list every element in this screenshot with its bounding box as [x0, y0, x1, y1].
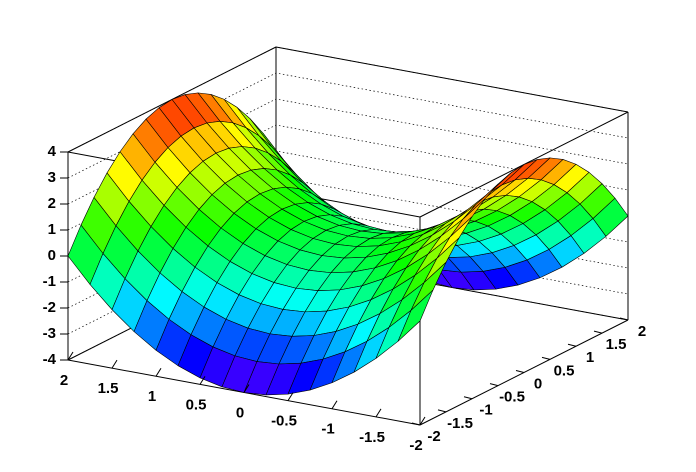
x-tick-label: 2	[60, 372, 68, 389]
x-tick	[375, 408, 382, 418]
z-tick-label: 1	[48, 221, 56, 238]
y-tick-label: -2	[427, 428, 440, 445]
x-tick	[243, 384, 250, 393]
x-tick-label: -0.5	[271, 413, 297, 430]
x-tick-label: -1	[321, 421, 334, 438]
z-tick-label: -4	[43, 351, 57, 368]
z-tick-label: 2	[48, 195, 56, 212]
surface-cell	[397, 289, 434, 342]
z-tick-label: -3	[43, 325, 56, 342]
x-tick	[287, 392, 294, 401]
x-tick	[199, 376, 206, 385]
y-tick	[411, 422, 421, 426]
x-tick-label: 1.5	[98, 380, 119, 397]
x-tick-label: 0	[236, 404, 244, 421]
z-tick-label: 4	[48, 143, 57, 160]
y-tick	[541, 356, 551, 360]
y-tick-label: -0.5	[499, 389, 525, 406]
x-tick-label: -1.5	[359, 429, 385, 446]
z-tick-label: 0	[48, 247, 56, 264]
x-tick-label: -2	[409, 437, 422, 454]
y-tick	[567, 343, 577, 347]
y-tick-label: 0	[534, 375, 542, 392]
z-tick-label: -2	[43, 299, 56, 316]
x-tick	[155, 367, 162, 377]
x-tick	[67, 351, 74, 361]
y-tick-label: -1.5	[447, 415, 473, 432]
z-tick-label: 3	[48, 169, 56, 186]
y-tick	[515, 370, 525, 373]
y-tick-label: -1	[479, 402, 492, 419]
y-tick-label: 1.5	[606, 336, 627, 353]
y-tick-label: 1	[586, 349, 594, 366]
x-tick-label: 1	[148, 388, 156, 405]
y-tick-label: 2	[638, 323, 646, 340]
z-tick-label: -1	[43, 273, 56, 290]
y-tick	[489, 383, 499, 387]
x-tick-label: 0.5	[186, 396, 207, 413]
x-tick	[419, 416, 426, 426]
box-edge	[275, 46, 629, 113]
x-tick	[111, 359, 118, 369]
y-tick	[463, 396, 473, 400]
y-tick-label: 0.5	[554, 362, 575, 379]
y-tick	[593, 330, 603, 334]
x-tick	[331, 400, 338, 410]
y-tick	[619, 317, 629, 321]
y-tick	[437, 409, 447, 413]
